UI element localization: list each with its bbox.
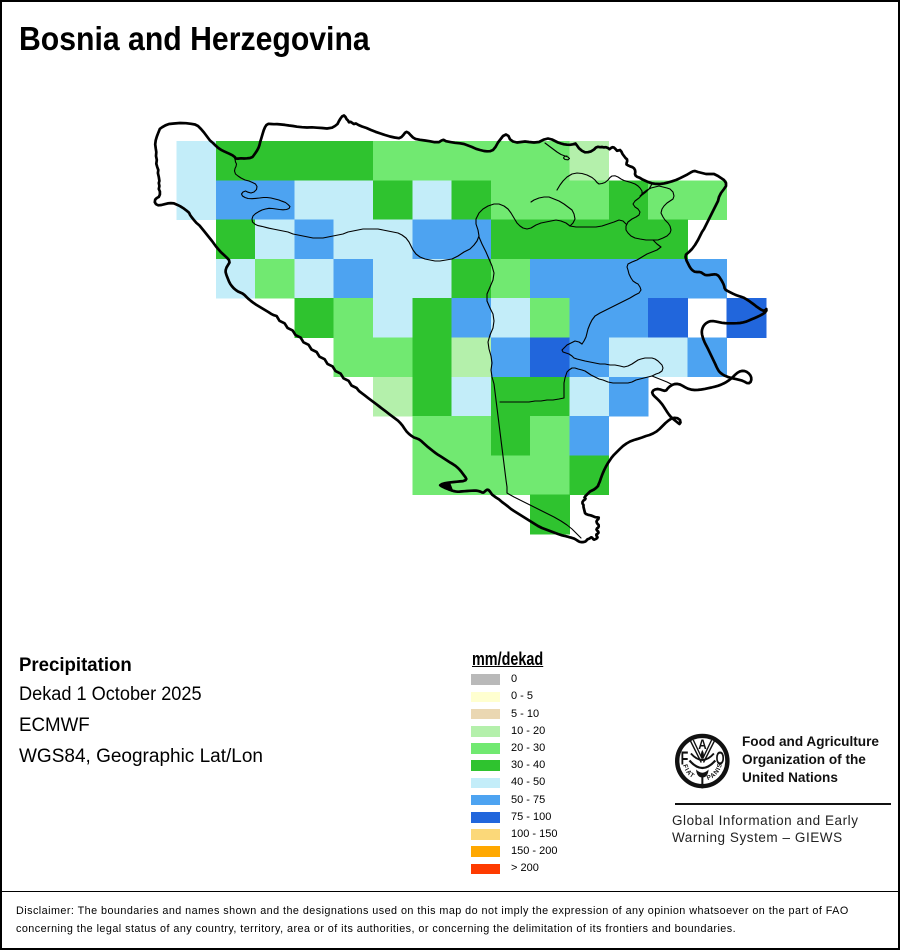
svg-text:O: O: [716, 749, 725, 769]
svg-text:F: F: [681, 749, 689, 769]
svg-text:A: A: [698, 736, 707, 752]
